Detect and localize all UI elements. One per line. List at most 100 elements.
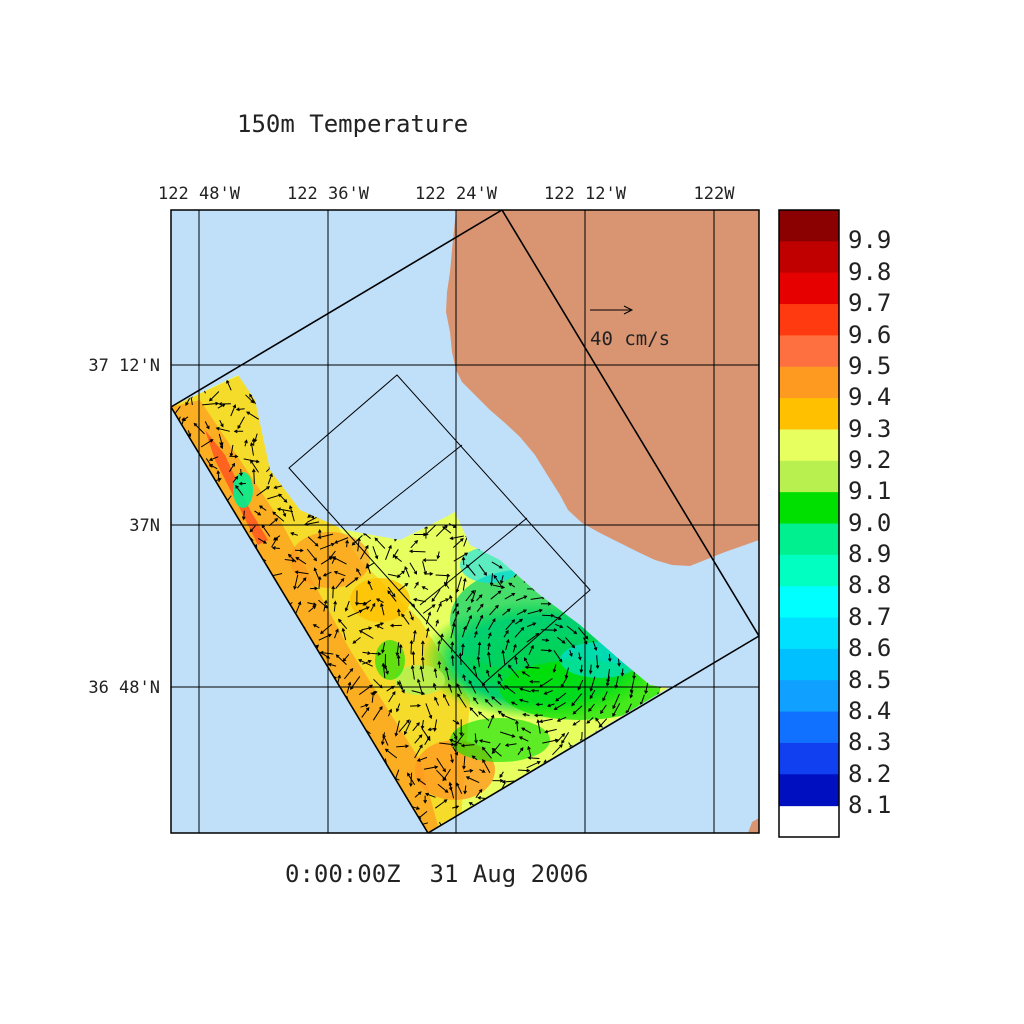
velocity-vector bbox=[208, 391, 220, 402]
inner-domain-outline bbox=[288, 374, 591, 685]
velocity-vector bbox=[333, 570, 346, 577]
velocity-vector bbox=[358, 659, 373, 667]
velocity-vector bbox=[282, 509, 287, 518]
velocity-vector bbox=[502, 608, 511, 616]
velocity-vector bbox=[233, 429, 244, 434]
velocity-vector bbox=[410, 703, 422, 708]
velocity-vector bbox=[476, 655, 481, 668]
velocity-vector bbox=[561, 732, 570, 745]
latitude-label: 37 12'N bbox=[88, 356, 160, 376]
velocity-vector bbox=[586, 717, 594, 724]
velocity-vector bbox=[312, 624, 320, 629]
colorbar-label: 8.2 bbox=[848, 760, 891, 788]
velocity-vector bbox=[462, 625, 467, 638]
colorbar-label: 8.6 bbox=[848, 634, 891, 662]
velocity-vector bbox=[465, 776, 480, 784]
velocity-vector bbox=[521, 671, 530, 677]
velocity-vector bbox=[362, 659, 372, 665]
velocity-vector bbox=[244, 439, 248, 447]
velocity-vector bbox=[515, 595, 528, 602]
velocity-vector bbox=[514, 655, 518, 665]
velocity-vector bbox=[463, 785, 468, 795]
velocity-vector bbox=[476, 603, 484, 613]
colorbar-swatch bbox=[779, 554, 839, 587]
velocity-vector bbox=[435, 619, 439, 627]
velocity-vector bbox=[317, 533, 334, 539]
velocity-vector bbox=[426, 627, 430, 638]
velocity-vector bbox=[346, 681, 352, 694]
velocity-vector bbox=[486, 669, 490, 677]
outer-domain-outline bbox=[171, 210, 759, 833]
velocity-vector bbox=[544, 728, 557, 734]
velocity-vector bbox=[487, 642, 491, 651]
colorbar-swatch bbox=[779, 523, 839, 556]
velocity-vector bbox=[380, 602, 385, 616]
velocity-vector bbox=[271, 536, 278, 548]
graticule bbox=[171, 210, 759, 833]
velocity-vector bbox=[578, 627, 589, 640]
colorbar-frame bbox=[778, 209, 840, 838]
velocity-vector bbox=[434, 696, 440, 706]
velocity-vector bbox=[279, 494, 288, 503]
velocity-vector bbox=[424, 572, 434, 576]
velocity-vector bbox=[499, 731, 516, 738]
velocity-vector bbox=[489, 573, 494, 587]
velocity-vector bbox=[431, 589, 441, 603]
velocity-vector bbox=[499, 575, 504, 585]
velocity-vector bbox=[456, 782, 463, 794]
colorbar-label: 9.5 bbox=[848, 352, 891, 380]
velocity-vector bbox=[478, 739, 491, 744]
velocity-vector bbox=[337, 618, 348, 630]
velocity-vector bbox=[358, 630, 374, 639]
velocity-vector bbox=[423, 765, 439, 770]
latitude-labels: 37 12'N 37N 36 48'N bbox=[88, 356, 160, 698]
velocity-vector bbox=[187, 430, 192, 438]
velocity-vector bbox=[421, 586, 429, 591]
velocity-vector bbox=[505, 619, 516, 631]
velocity-vector bbox=[577, 679, 584, 691]
map-title: 150m Temperature bbox=[237, 110, 468, 138]
velocity-vector bbox=[254, 510, 262, 516]
velocity-vector bbox=[230, 404, 237, 417]
velocity-vector bbox=[620, 668, 625, 677]
velocity-vector bbox=[422, 558, 437, 562]
velocity-vector bbox=[514, 838, 523, 844]
velocity-vector bbox=[246, 411, 259, 420]
colorbar-label: 9.2 bbox=[848, 446, 891, 474]
velocity-vector bbox=[653, 835, 661, 845]
velocity-vector bbox=[465, 614, 472, 630]
velocity-vector bbox=[241, 510, 246, 521]
velocity-vector bbox=[565, 637, 576, 649]
velocity-vector bbox=[436, 602, 442, 613]
velocity-vector bbox=[320, 623, 333, 635]
velocity-vector bbox=[566, 625, 578, 635]
velocity-vector bbox=[553, 702, 566, 710]
land-mass bbox=[446, 210, 759, 566]
reference-vector: 40 cm/s bbox=[590, 305, 670, 350]
velocity-vector bbox=[459, 719, 464, 737]
velocity-vector bbox=[403, 720, 412, 736]
velocity-vector bbox=[372, 546, 379, 560]
velocity-vector bbox=[371, 651, 382, 656]
velocity-vector bbox=[381, 642, 386, 654]
velocity-vector bbox=[439, 598, 450, 604]
velocity-vector bbox=[462, 577, 467, 591]
velocity-vector bbox=[308, 605, 317, 613]
velocity-vector bbox=[324, 835, 336, 838]
velocity-vector bbox=[542, 613, 555, 618]
velocity-vector bbox=[310, 586, 319, 591]
velocity-vector bbox=[239, 468, 243, 477]
velocity-vector bbox=[423, 795, 428, 804]
velocity-vector bbox=[527, 755, 540, 760]
velocity-vector bbox=[614, 676, 619, 689]
velocity-vector bbox=[356, 567, 362, 576]
velocity-vector bbox=[200, 439, 214, 448]
colorbar-label: 8.1 bbox=[848, 791, 891, 819]
colorbar-swatch bbox=[779, 742, 839, 775]
velocity-vector bbox=[427, 727, 437, 732]
velocity-vector bbox=[470, 590, 477, 604]
velocity-vector bbox=[248, 837, 257, 845]
velocity-vector bbox=[226, 379, 232, 391]
velocity-vector bbox=[503, 629, 509, 638]
velocity-vector bbox=[323, 599, 328, 612]
